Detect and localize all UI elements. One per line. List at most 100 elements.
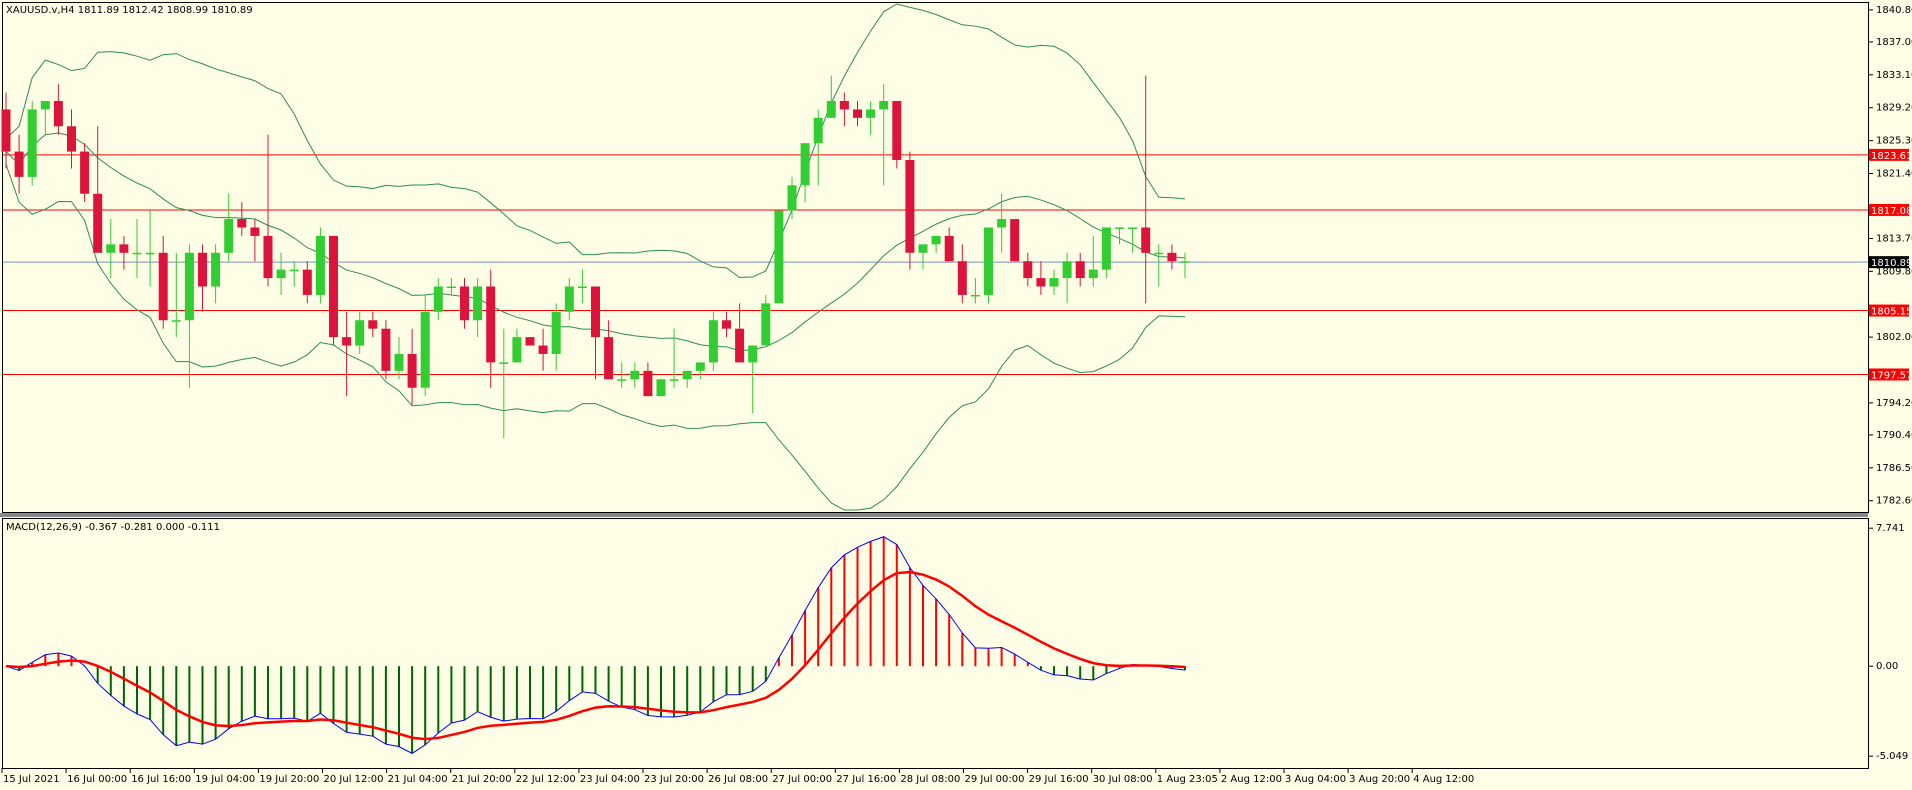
candle-body: [1141, 227, 1151, 253]
candle-body: [630, 370, 640, 380]
time-tick-label: 28 Jul 08:00: [900, 774, 960, 785]
time-tick-label: 21 Jul 20:00: [452, 774, 512, 785]
candle-body: [525, 337, 535, 346]
time-tick-label: 4 Aug 12:00: [1413, 774, 1474, 785]
candle: [289, 261, 299, 287]
candle-body: [394, 353, 404, 371]
candle: [473, 278, 483, 338]
candle: [1075, 252, 1085, 287]
price-tick-label: 1825.30: [1876, 136, 1912, 147]
axes: 1840.80 1837.00 1833.10 1829.20 1825.30 1821.…: [1, 5, 1912, 785]
candle-body: [1101, 227, 1111, 270]
horizontal-levels[interactable]: 1823.61 1817.08 1805.15 1797.57 1810.89: [3, 148, 1912, 382]
candle: [761, 294, 771, 346]
candle-body: [813, 117, 823, 144]
macd-tick-label: 0.00: [1876, 661, 1898, 672]
candle: [93, 126, 103, 253]
candle: [132, 219, 142, 279]
candle: [276, 252, 286, 295]
candle: [381, 320, 391, 380]
price-tick-label: 1790.40: [1876, 430, 1912, 441]
candle-body: [761, 303, 771, 346]
candle-body: [433, 286, 443, 312]
candle: [525, 337, 535, 346]
candle: [250, 219, 260, 262]
candle-body: [551, 311, 561, 354]
price-level-badge-label: 1805.15: [1871, 307, 1912, 318]
candle-body: [1128, 227, 1138, 229]
candle: [355, 311, 365, 354]
candle: [158, 235, 168, 329]
candle-body: [289, 269, 299, 272]
candle-body: [879, 100, 889, 110]
time-tick-label: 16 Jul 16:00: [131, 774, 191, 785]
price-tick-label: 1829.20: [1876, 103, 1912, 114]
time-tick-label: 22 Jul 12:00: [516, 774, 576, 785]
candle: [630, 362, 640, 388]
candle: [957, 244, 967, 304]
candle-body: [1036, 278, 1046, 287]
candle-body: [735, 328, 745, 363]
candle-body: [984, 227, 993, 295]
candle: [997, 193, 1007, 253]
candle: [879, 84, 889, 186]
candle-body: [944, 235, 954, 262]
candle: [211, 244, 221, 304]
candle: [813, 109, 823, 186]
candle: [198, 244, 207, 312]
candle-body: [564, 286, 574, 312]
candle: [80, 143, 90, 203]
candle: [970, 278, 980, 304]
candle: [1180, 252, 1190, 279]
price-tick-label: 1782.60: [1876, 496, 1912, 507]
candle: [722, 311, 731, 338]
candle: [866, 100, 876, 135]
candle-body: [1088, 269, 1098, 279]
candle-body: [643, 370, 653, 397]
price-level-badge-label: 1823.61: [1871, 151, 1912, 162]
candle: [1010, 219, 1020, 262]
candle: [1115, 227, 1124, 245]
candle: [708, 311, 718, 371]
candle-body: [106, 244, 116, 253]
candle-body: [80, 151, 90, 194]
candle: [446, 278, 456, 295]
candle-body: [748, 345, 758, 363]
time-tick-label: 16 Jul 00:00: [67, 774, 127, 785]
candle: [486, 269, 496, 388]
candle: [1088, 235, 1098, 287]
candle-body: [460, 286, 469, 321]
time-tick-label: 23 Jul 04:00: [580, 774, 640, 785]
candle-body: [329, 235, 338, 338]
candle-body: [774, 210, 784, 304]
candle-body: [53, 100, 63, 127]
candle-body: [918, 244, 928, 253]
candle: [604, 320, 614, 380]
candle-body: [486, 286, 496, 363]
bid-price-badge: [1869, 256, 1909, 269]
candle: [224, 193, 234, 262]
candle-body: [342, 337, 352, 346]
candle: [931, 235, 941, 253]
candle: [892, 100, 902, 169]
candle-body: [722, 320, 731, 329]
candle: [774, 210, 784, 304]
candle-body: [263, 235, 273, 279]
candle: [591, 286, 600, 380]
time-tick-label: 29 Jul 00:00: [965, 774, 1025, 785]
macd-indicator: 7.741 0.00 -5.049: [5, 523, 1908, 762]
candle: [1062, 252, 1072, 304]
price-tick-label: 1840.80: [1876, 5, 1912, 16]
time-tick-label: 3 Aug 04:00: [1285, 774, 1346, 785]
candle-body: [695, 362, 705, 371]
candle-body: [250, 227, 260, 236]
candle: [669, 328, 679, 388]
candle-body: [446, 286, 456, 289]
candle: [460, 278, 469, 329]
candle-body: [970, 294, 980, 297]
time-tick-label: 2 Aug 12:00: [1221, 774, 1282, 785]
price-tick-label: 1802.00: [1876, 332, 1912, 343]
candle-body: [787, 185, 797, 211]
candle-body: [119, 244, 129, 253]
